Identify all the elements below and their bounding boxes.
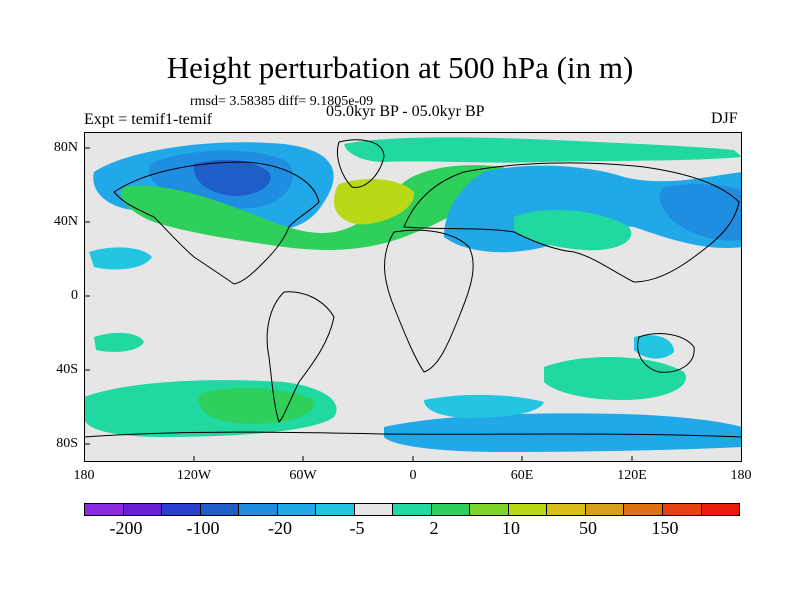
lon-label-60w: 60W <box>289 468 317 483</box>
anomaly-sw-pacific-cyan <box>424 394 544 418</box>
colorbar-label: 150 <box>651 518 679 538</box>
lon-label-0: 0 <box>409 468 417 483</box>
colorbar-swatch <box>701 504 740 515</box>
anomaly-arctic-green <box>344 137 742 163</box>
coast-greenland <box>337 139 385 188</box>
lon-label-180w: 180 <box>73 468 95 483</box>
coastlines <box>84 139 742 438</box>
anomaly-siberia-darkblue <box>659 184 742 241</box>
colorbar-label: -20 <box>268 518 292 538</box>
coast-africa <box>384 229 474 373</box>
colorbar-swatch <box>662 504 702 515</box>
anomaly-so-blue <box>384 413 742 452</box>
lon-label-60e: 60E <box>510 468 534 483</box>
plot-title: Height perturbation at 500 hPa (in m) <box>166 50 634 85</box>
colorbar-swatch <box>431 504 471 515</box>
colorbar-swatch <box>316 504 355 515</box>
colorbar-label: -200 <box>109 518 143 538</box>
colorbar-swatch <box>393 504 432 515</box>
lat-label-40n: 40N <box>53 214 78 229</box>
anomaly-so-brightgreen <box>198 388 315 424</box>
anomaly-australia-cyan <box>634 335 674 359</box>
anomaly-fields <box>84 137 742 452</box>
coast-eurasia <box>403 162 740 283</box>
anomaly-atlantic-green <box>120 165 505 250</box>
colorbar <box>84 503 740 516</box>
lon-label-180e: 180 <box>730 468 752 483</box>
colorbar-swatch <box>624 504 663 515</box>
colorbar-swatch <box>123 504 163 515</box>
lat-label-40s: 40S <box>56 362 78 377</box>
anomaly-na-deepblue <box>193 159 271 196</box>
colorbar-swatch <box>508 504 548 515</box>
colorbar-swatch <box>585 504 625 515</box>
anomaly-atlantic-yellow <box>334 179 415 225</box>
anomaly-indian-green <box>544 356 686 400</box>
coast-north-america <box>113 161 320 285</box>
experiment-label: Expt = temif1-temif <box>84 111 213 128</box>
lon-label-120w: 120W <box>176 468 212 483</box>
coast-south-america <box>266 291 335 423</box>
coast-australia <box>637 333 695 373</box>
colorbar-label: 50 <box>579 518 597 538</box>
season-label: DJF <box>711 110 738 127</box>
stats-line: rmsd= 3.58385 diff= 9.1805e-09 <box>190 94 374 109</box>
anomaly-sh-pacific-green <box>94 332 144 352</box>
lat-label-0: 0 <box>71 288 78 303</box>
lat-label-80s: 80S <box>56 436 78 451</box>
colorbar-swatch <box>85 504 124 515</box>
colorbar-label: -5 <box>349 518 365 538</box>
anomaly-mideast-green <box>514 209 632 251</box>
colorbar-swatch <box>354 504 394 515</box>
lon-label-120e: 120E <box>617 468 647 483</box>
lat-label-80n: 80N <box>53 140 78 155</box>
map-plot <box>84 132 742 462</box>
colorbar-swatch <box>547 504 586 515</box>
colorbar-label: 10 <box>502 518 520 538</box>
colorbar-label: 2 <box>429 518 439 538</box>
period-label: 05.0kyr BP - 05.0kyr BP <box>326 103 485 120</box>
coast-antarctica <box>84 431 742 438</box>
colorbar-swatch <box>200 504 240 515</box>
colorbar-swatch <box>470 504 509 515</box>
colorbar-swatch <box>277 504 317 515</box>
tick-marks <box>84 147 633 462</box>
colorbar-swatch <box>162 504 201 515</box>
anomaly-pacific-cyan <box>89 247 152 270</box>
colorbar-swatch <box>239 504 278 515</box>
colorbar-label: -100 <box>186 518 220 538</box>
